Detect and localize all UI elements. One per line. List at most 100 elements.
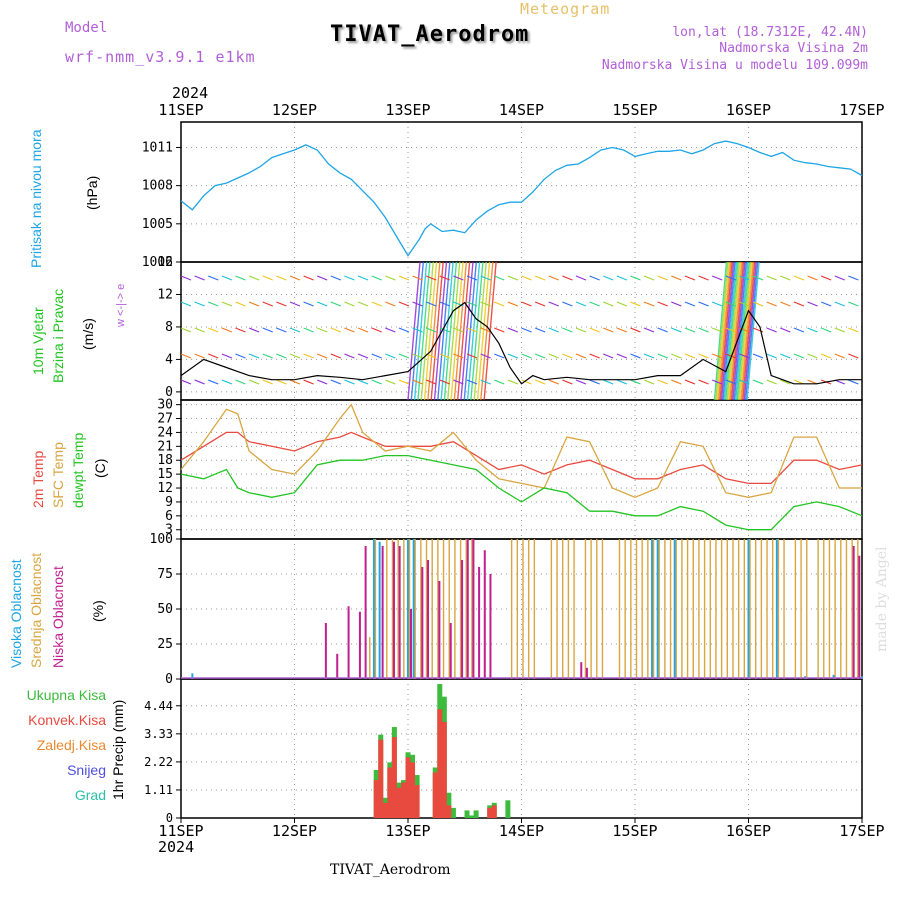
wind-arrow [671,353,682,359]
total-precip-bar [387,762,393,818]
wind-arrow [235,275,246,281]
wind-arrow [235,301,246,307]
wind-arrow [793,379,805,385]
wind-band-stroke [427,261,441,401]
y-tick-label: 1005 [142,217,173,232]
wind-band-stroke [463,261,477,401]
pressure-series-label: Pritisak na nivou mora [28,129,44,268]
wind-arrow [398,275,410,281]
wind-arrow [303,275,314,281]
wind-arrow [684,353,696,359]
wind-arrow [698,327,709,333]
wind-arrow [793,327,805,333]
total-precip-bar [378,734,384,818]
wind-arrow [684,379,696,385]
wind-arrow [575,379,587,385]
y-tick-label: 27 [157,412,173,427]
wind-unit-label: (m/s) [80,318,96,350]
wind-arrow [480,327,491,333]
wind-arrow [480,353,491,359]
wind-arrow [671,275,682,281]
wind-arrow [412,353,423,359]
conv-precip-bar [391,737,397,818]
wind-arrow [316,353,328,359]
wind-arrow [316,379,328,385]
wind-band-stroke [443,261,458,401]
wind-arrow [262,327,273,333]
total-precip-bar [391,727,397,818]
panel-frame [180,678,863,819]
wind-band-stroke [450,261,464,401]
wind-arrow [316,301,328,307]
y-tick-label: 18 [157,453,173,468]
wind-arrow [521,301,532,307]
wind-arrow [698,353,709,359]
temp-unit-label: (C) [92,458,108,478]
wind-arrow [616,353,628,359]
wind-arrow [208,275,219,281]
wind-arrow [589,301,600,307]
wind-arrow [684,301,696,307]
x-tick-label-bottom: 17SEP [839,822,884,840]
model-label: Model [65,20,108,36]
total-precip-bar [405,752,411,818]
sfc-temp-line [180,403,862,499]
wind-arrow [466,353,478,359]
wind-arrow [807,379,818,385]
wind-arrow [739,379,750,385]
wind-arrow [562,301,573,307]
wind-arrow [425,301,437,307]
wind-arrow [671,301,682,307]
conv-precip-bar [432,772,438,818]
total-precip-bar [487,805,493,818]
wind-arrow [848,327,859,333]
footer-station: TIVAT_Aerodrom [330,862,451,878]
wind-band-stroke [733,261,748,401]
wind-arrow [194,275,205,281]
wind-arrow [248,275,260,281]
total-precip-bar [464,810,470,818]
wind-arrow [494,327,505,333]
wind-band-stroke [470,261,484,401]
wind-arrow [602,275,614,281]
wind-band-stroke [460,261,474,401]
wind-arrow [793,275,805,281]
wind-arrow [439,353,451,359]
wind-arrow [711,327,723,333]
wind-band-stroke [736,261,750,401]
wind-band-stroke [715,261,729,401]
y-tick-label: 1008 [142,179,173,194]
wind-arrow [534,327,546,333]
wind-arrow [330,275,342,281]
page-title: TIVAT_Aerodrom [330,22,530,47]
wind-arrow [562,327,573,333]
wind-arrow [752,327,764,333]
y-tick-label: 100 [150,532,173,547]
x-tick-label-bottom: 15SEP [612,822,657,840]
wind-arrow [439,327,451,333]
wind-arrow [466,301,478,307]
wind-arrow [848,275,859,281]
wind-arrow [208,301,219,307]
wind-arrow [208,379,219,385]
mid-cloud-series-label: Srednja Oblacnost [28,552,44,668]
wind-band-stroke [725,261,739,401]
wind-arrow [289,353,301,359]
year-bottom: 2024 [158,838,195,856]
graupel-legend: Grad [74,787,106,803]
conv-precip-bar [373,780,379,818]
wind-arrow [466,379,478,385]
total-precip-bar [414,775,420,818]
wind-arrow [848,353,859,359]
y-tick-label: 1011 [142,140,173,155]
wind-arrow [344,301,355,307]
wind-arrow [180,301,192,307]
wind-arrow [466,327,478,333]
y-tick-label: 6 [165,509,173,524]
x-tick-label-top: 17SEP [839,101,884,119]
panel-frame [180,399,863,540]
conv-precip-bar [410,762,416,818]
wind-arrow [671,327,682,333]
wind-arrow [725,327,737,333]
wind-band-stroke [456,261,471,401]
